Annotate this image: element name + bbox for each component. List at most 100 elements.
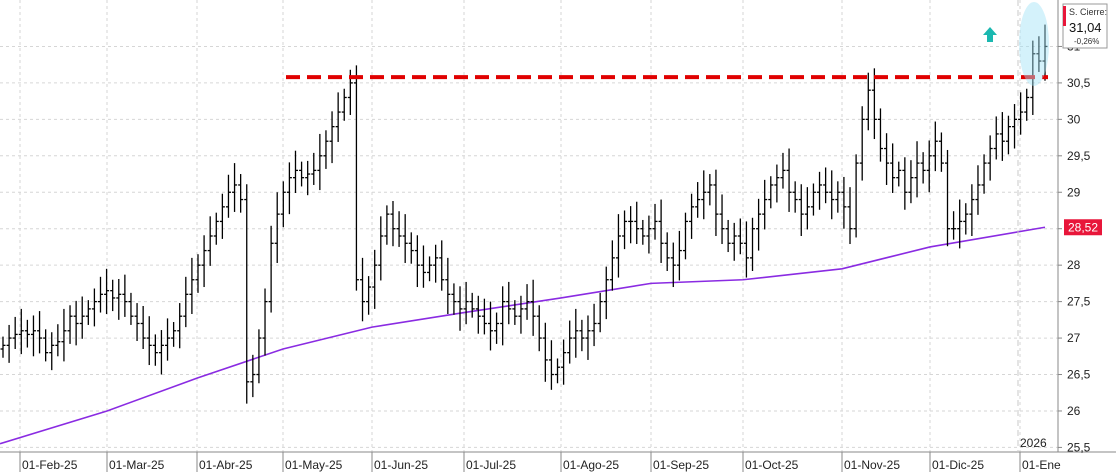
ohlc-bar (774, 164, 780, 203)
ohlc-bar (615, 214, 621, 278)
ohlc-bar (195, 254, 201, 293)
ohlc-bar (1042, 24, 1048, 81)
ohlc-bar (481, 298, 487, 335)
ohlc-bar (530, 279, 536, 336)
x-tick-label: 01-Jun-25 (374, 458, 428, 472)
ohlc-bar (402, 214, 408, 263)
ohlc-bar (299, 161, 305, 187)
ma-label-text: 28,52 (1068, 220, 1098, 234)
ohlc-bar (573, 308, 579, 358)
price-panel-value: 31,04 (1069, 20, 1102, 35)
year-label: 2026 (1020, 436, 1047, 450)
x-tick-label: 01-Mar-25 (109, 458, 165, 472)
price-panel-title: S. Cierre: (1069, 7, 1107, 17)
ohlc-bar (780, 152, 786, 189)
ohlc-bar (475, 295, 481, 334)
ohlc-bar (987, 135, 993, 181)
ohlc-bar (896, 161, 902, 187)
ohlc-bar (414, 235, 420, 288)
ohlc-bar (97, 276, 103, 313)
ohlc-bar (189, 257, 195, 315)
ohlc-bar (762, 179, 768, 230)
ohlc-bar (597, 292, 603, 333)
ohlc-bar (408, 232, 414, 264)
ohlc-bar (238, 174, 244, 213)
ohlc-bar (926, 140, 932, 193)
x-tick-label: 01-Abr-25 (199, 458, 253, 472)
ohlc-bar (457, 286, 463, 331)
y-tick-label: 29,5 (1067, 149, 1091, 163)
ohlc-bar (61, 308, 67, 362)
ohlc-bar (993, 116, 999, 160)
ohlc-bar (859, 106, 865, 181)
ohlc-bar (1018, 92, 1024, 135)
ohlc-bar (786, 148, 792, 212)
ohlc-bar (305, 160, 311, 196)
ohlc-bar (609, 240, 615, 291)
ohlc-bar (871, 68, 877, 140)
ohlc-bar (445, 257, 451, 315)
ohlc-bar (207, 216, 213, 266)
up-arrow-icon (983, 27, 997, 42)
ohlc-bar (341, 88, 347, 121)
ohlc-bar (622, 210, 628, 250)
ohlc-bar (756, 198, 762, 251)
ohlc-bar (890, 143, 896, 193)
x-tick-label: 01-Dic-25 (932, 458, 984, 472)
breakout-highlight (1019, 2, 1049, 86)
ohlc-bar (932, 121, 938, 172)
y-tick-label: 26 (1067, 404, 1081, 418)
ohlc-bar (542, 322, 548, 382)
ohlc-bars (0, 24, 1048, 404)
ohlc-bar (128, 292, 134, 325)
ohlc-bar (536, 305, 542, 352)
ohlc-bar (1005, 115, 1011, 155)
ohlc-bar (280, 181, 286, 228)
ohlc-bar (902, 157, 908, 210)
ohlc-bar (274, 192, 280, 263)
ohlc-bar (1024, 88, 1030, 121)
ohlc-bar (55, 324, 61, 357)
ohlc-bar (122, 274, 128, 317)
ohlc-bar (201, 235, 207, 288)
y-tick-label: 27 (1067, 331, 1081, 345)
ohlc-bar (165, 318, 171, 361)
ohlc-bar (73, 300, 79, 346)
ohlc-bar (841, 176, 847, 229)
ohlc-bar (134, 303, 140, 341)
price-panel-change: -0,26% (1074, 37, 1099, 46)
ohlc-bar (439, 240, 445, 291)
ohlc-bar (12, 316, 18, 349)
ohlc-bar (999, 112, 1005, 161)
ohlc-bar (487, 301, 493, 351)
moving-average (0, 226, 1046, 445)
ohlc-bar (725, 219, 731, 253)
ohlc-bar (884, 133, 890, 185)
ohlc-bar (847, 187, 853, 245)
ohlc-bar (67, 305, 73, 344)
ohlc-bar (908, 160, 914, 204)
plot-area (0, 0, 1058, 452)
ohlc-bar (713, 169, 719, 236)
ohlc-bar (701, 170, 707, 220)
ohlc-bar (969, 184, 975, 236)
x-tick-label: 01-Ago-25 (563, 458, 619, 472)
ohlc-bar (689, 193, 695, 239)
ohlc-bar (451, 283, 457, 315)
ohlc-bar (433, 244, 439, 283)
ohlc-bar (938, 132, 944, 172)
ohlc-bar (835, 181, 841, 213)
ohlc-bar (232, 163, 238, 212)
ohlc-bar (981, 154, 987, 194)
ohlc-bar (286, 162, 292, 215)
ohlc-bar (804, 187, 810, 230)
ohlc-bar (262, 288, 268, 356)
ohlc-bar (664, 232, 670, 271)
ohlc-bar (311, 152, 317, 185)
ohlc-bar (914, 141, 920, 198)
ohlc-bar (561, 339, 567, 385)
ohlc-bar (768, 176, 774, 209)
ohlc-bar (719, 194, 725, 245)
ohlc-bar (518, 295, 524, 334)
ohlc-bar (628, 206, 634, 244)
